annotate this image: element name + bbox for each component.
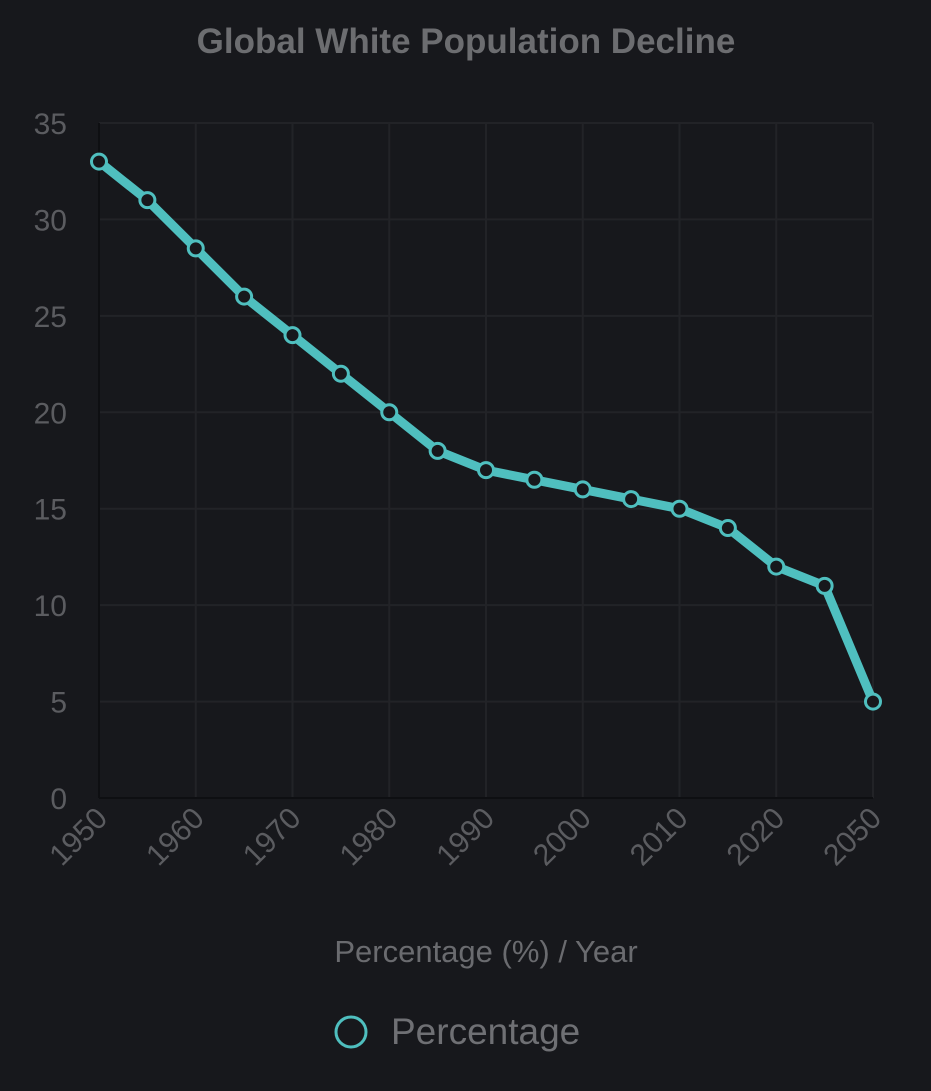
data-point[interactable] <box>90 152 108 171</box>
data-point[interactable] <box>573 480 592 499</box>
data-point[interactable] <box>670 499 689 518</box>
legend[interactable]: Percentage <box>334 1011 580 1052</box>
x-axis-label: Percentage (%) / Year <box>334 934 637 969</box>
data-point[interactable] <box>138 191 157 210</box>
legend-marker-percentage[interactable] <box>334 1015 368 1049</box>
y-axis-ticks: 0 5 10 15 20 25 30 35 <box>34 108 67 816</box>
data-point[interactable] <box>718 519 737 537</box>
grid-lines <box>99 122 874 798</box>
axes <box>98 123 873 799</box>
y-tick-label: 35 <box>34 108 67 141</box>
data-point[interactable] <box>380 403 399 422</box>
data-point[interactable] <box>477 461 495 480</box>
y-tick-label: 30 <box>34 204 67 237</box>
data-point[interactable] <box>283 326 302 345</box>
y-tick-label: 10 <box>34 590 67 623</box>
data-point[interactable] <box>622 490 641 509</box>
data-point[interactable] <box>815 576 834 595</box>
series-percentage <box>90 152 882 711</box>
y-tick-label: 25 <box>34 301 67 334</box>
y-tick-label: 20 <box>34 397 67 430</box>
data-point[interactable] <box>864 692 882 711</box>
data-point[interactable] <box>767 557 786 576</box>
chart-title: Global White Population Decline <box>197 22 736 61</box>
y-tick-label: 5 <box>50 687 67 720</box>
legend-label-percentage[interactable]: Percentage <box>391 1011 580 1052</box>
y-tick-label: 15 <box>34 494 67 527</box>
data-point[interactable] <box>525 470 544 489</box>
data-point[interactable] <box>235 287 254 306</box>
y-tick-label: 0 <box>50 783 67 816</box>
data-point[interactable] <box>331 364 350 383</box>
data-point[interactable] <box>186 239 205 258</box>
data-point[interactable] <box>428 441 447 460</box>
